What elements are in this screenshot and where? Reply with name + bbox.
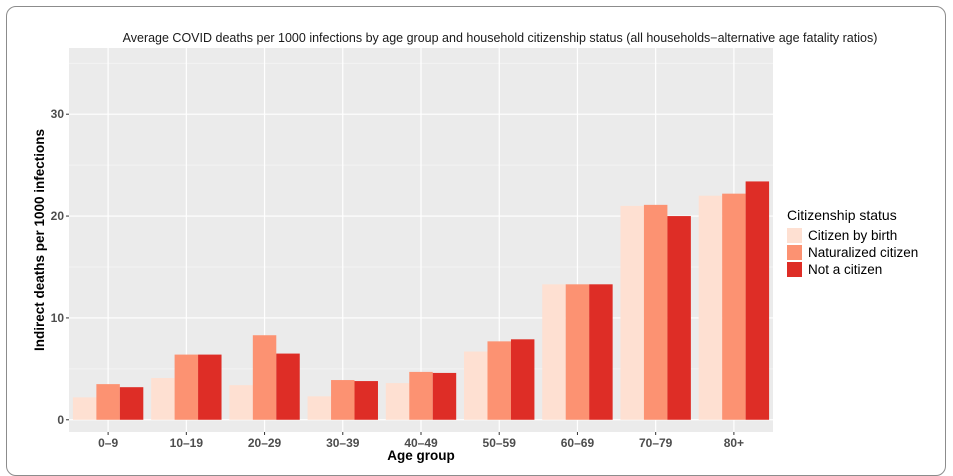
y-tick-label: 30	[51, 107, 65, 121]
chart-title: Average COVID deaths per 1000 infections…	[123, 31, 878, 45]
legend-items: Citizen by birth Naturalized citizen Not a…	[787, 228, 918, 277]
bar-citizen-by-birth	[151, 378, 175, 420]
bar-not-a-citizen	[354, 381, 378, 420]
bar-citizen-by-birth	[307, 396, 332, 420]
bar-not-a-citizen	[589, 284, 613, 420]
bar-citizen-by-birth	[698, 195, 723, 420]
x-tick-label: 80+	[724, 436, 744, 450]
x-axis: 0–9 10–19 20–29 30–39 40–49 50–59 60–69 70–79 80…	[98, 432, 744, 450]
bar-citizen-by-birth	[72, 397, 97, 420]
bar-naturalized-citizen	[409, 371, 433, 420]
bar-citizen-by-birth	[229, 385, 253, 420]
bar-naturalized-citizen	[643, 204, 668, 420]
bar-naturalized-citizen	[96, 384, 120, 420]
y-tick-label: 10	[51, 311, 65, 325]
legend-swatch	[787, 245, 802, 260]
bar-naturalized-citizen	[331, 380, 355, 420]
x-tick-label: 0–9	[98, 436, 118, 450]
x-tick-label: 50–59	[483, 436, 517, 450]
bar-not-a-citizen	[198, 354, 222, 420]
bar-not-a-citizen	[667, 216, 691, 420]
y-tick-label: 20	[51, 209, 65, 223]
legend-label: Citizen by birth	[808, 228, 897, 243]
bar-citizen-by-birth	[620, 205, 644, 420]
bar-naturalized-citizen	[565, 284, 590, 420]
x-tick-label: 60–69	[561, 436, 595, 450]
bar-naturalized-citizen	[487, 341, 511, 420]
bar-citizen-by-birth	[464, 351, 488, 420]
bar-citizen-by-birth	[385, 383, 410, 420]
bar-naturalized-citizen	[252, 335, 277, 420]
legend-swatch	[787, 228, 802, 243]
x-tick-label: 30–39	[326, 436, 360, 450]
y-axis-title: Indirect deaths per 1000 infections	[32, 129, 47, 351]
legend-label: Not a citizen	[808, 262, 882, 277]
legend-swatch	[787, 262, 802, 277]
chart: Average COVID deaths per 1000 infections…	[32, 31, 918, 463]
bar-citizen-by-birth	[542, 284, 566, 420]
bar-not-a-citizen	[276, 353, 300, 420]
bar-naturalized-citizen	[722, 193, 746, 420]
bar-naturalized-citizen	[174, 354, 199, 420]
x-tick-label: 20–29	[248, 436, 282, 450]
bar-not-a-citizen	[745, 181, 770, 420]
legend-label: Naturalized citizen	[808, 245, 918, 260]
legend: Citizenship status Citizen by birth Natur…	[787, 207, 918, 277]
x-tick-label: 70–79	[639, 436, 673, 450]
bar-not-a-citizen	[510, 339, 535, 420]
bar-not-a-citizen	[432, 372, 457, 420]
bars	[72, 181, 770, 420]
bar-not-a-citizen	[119, 387, 144, 420]
x-tick-label: 10–19	[170, 436, 204, 450]
x-axis-title: Age group	[387, 448, 455, 463]
x-tick-label: 40–49	[404, 436, 438, 450]
y-axis: 0 10 20 30	[51, 107, 69, 427]
y-tick-label: 0	[57, 413, 64, 427]
legend-title: Citizenship status	[787, 207, 897, 223]
